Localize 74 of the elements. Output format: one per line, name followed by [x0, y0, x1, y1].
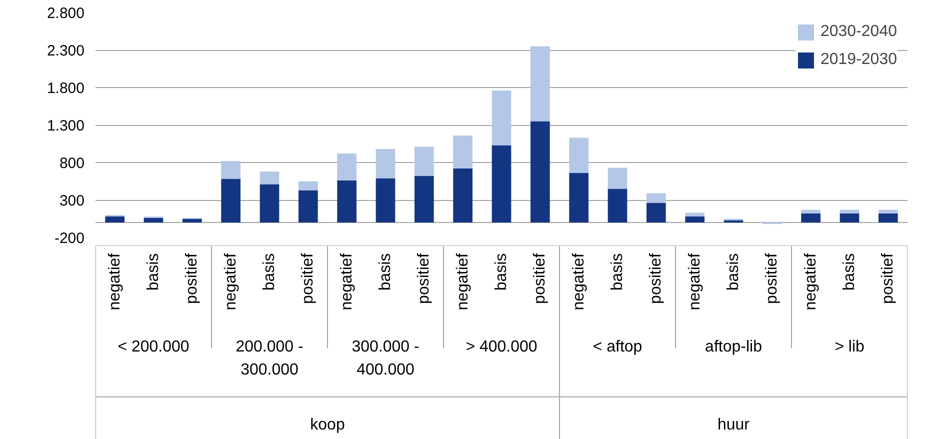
x-tick-label: negatief	[454, 252, 472, 310]
x-tick-label: positief	[880, 252, 897, 304]
x-tick-label: positief	[300, 252, 317, 304]
bar	[298, 181, 318, 190]
x-tick-label: basis	[841, 253, 858, 291]
x-tick-label: positief	[184, 252, 201, 304]
bar	[801, 210, 820, 214]
bar	[608, 188, 628, 222]
bar	[685, 216, 704, 222]
bar	[414, 176, 434, 222]
x-tick-label: positief	[764, 252, 781, 304]
bar	[414, 146, 434, 176]
bar	[492, 90, 512, 146]
bar	[182, 218, 202, 222]
y-tick-label: 1.300	[46, 118, 85, 134]
bar	[221, 179, 240, 222]
y-tick-label: -200	[54, 230, 85, 247]
x-tick-label: basis	[493, 253, 510, 291]
bar	[260, 184, 280, 222]
text: > lib	[834, 338, 864, 356]
x-tick-label: negatief	[802, 252, 820, 310]
bar	[569, 173, 588, 222]
bar	[337, 180, 356, 222]
bar	[646, 203, 666, 222]
y-tick-label: 2.800	[46, 5, 85, 22]
bar	[530, 46, 550, 122]
text: < 200.000	[118, 338, 190, 356]
bar	[878, 214, 898, 222]
y-tick-label: 2.300	[46, 42, 85, 60]
bar	[840, 214, 860, 222]
x-tick-label: positief	[648, 252, 665, 304]
text: > 400.000	[466, 338, 538, 356]
bar	[376, 149, 396, 178]
bar	[453, 168, 472, 222]
bar	[646, 193, 666, 203]
x-tick-label: basis	[261, 253, 278, 291]
bar	[840, 210, 860, 214]
y-tick-label: 300	[59, 192, 85, 210]
bar	[376, 178, 396, 222]
bar	[685, 212, 704, 216]
bar	[105, 216, 124, 222]
bar	[530, 121, 550, 222]
text: aftop-lib	[705, 338, 762, 356]
x-tick-label: negatief	[106, 252, 124, 310]
x-tick-label: basis	[377, 253, 394, 291]
text: 300.000 - 400.000	[352, 338, 420, 379]
text: koop	[310, 416, 345, 434]
x-tick-label: positief	[416, 252, 433, 304]
bar	[878, 210, 898, 214]
bar	[453, 136, 472, 168]
x-tick-label: positief	[532, 252, 549, 304]
x-tick-label: basis	[725, 253, 742, 291]
x-tick-label: basis	[609, 253, 626, 291]
bar	[608, 168, 628, 189]
legend-label: 2030-2040	[820, 23, 897, 41]
x-tick-label: negatief	[338, 252, 356, 310]
text: huur	[717, 416, 750, 434]
bar	[337, 154, 356, 180]
text: < aftop	[592, 338, 642, 356]
bar	[801, 214, 820, 222]
x-tick-label: negatief	[222, 252, 240, 310]
x-tick-label: negatief	[570, 252, 588, 310]
text: 200.000 - 300.000	[236, 338, 304, 379]
y-tick-label: 1.800	[46, 80, 85, 97]
bar	[492, 145, 512, 222]
bar	[144, 218, 164, 222]
y-tick-label: 800	[59, 155, 85, 172]
bar	[260, 172, 280, 184]
bar	[221, 161, 240, 179]
bar	[298, 190, 318, 222]
x-tick-label: negatief	[686, 252, 704, 310]
x-tick-label: basis	[145, 253, 162, 291]
legend-label: 2019-2030	[820, 51, 897, 69]
bar	[569, 138, 588, 173]
